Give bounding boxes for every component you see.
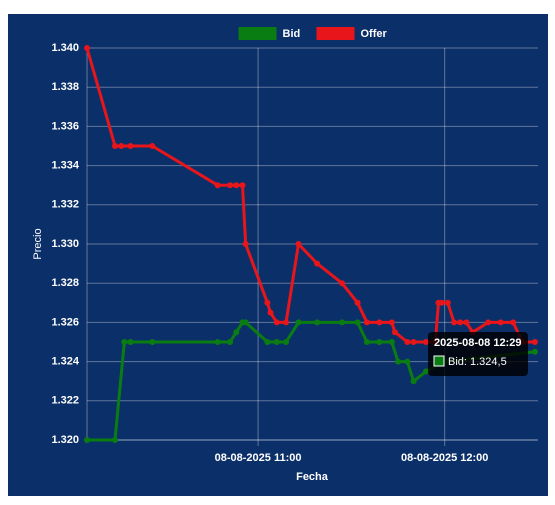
- data-point: [267, 309, 274, 316]
- data-point: [339, 280, 346, 287]
- data-point: [391, 329, 398, 336]
- legend-label: Bid: [283, 28, 301, 40]
- data-point: [111, 143, 118, 149]
- y-tick-label: 1.320: [51, 434, 79, 446]
- legend-swatch: [316, 27, 355, 40]
- data-point: [118, 143, 125, 149]
- y-tick-label: 1.322: [51, 395, 79, 407]
- data-point: [121, 339, 128, 345]
- data-point: [363, 339, 370, 345]
- data-point: [376, 319, 383, 326]
- data-point: [354, 299, 361, 306]
- y-tick-label: 1.334: [51, 160, 79, 172]
- y-tick-label: 1.340: [51, 42, 79, 54]
- data-point: [451, 319, 458, 326]
- data-point: [395, 358, 402, 365]
- data-point: [404, 339, 411, 345]
- data-point: [354, 319, 361, 326]
- x-tick-label: 08-08-2025 11:00: [215, 452, 302, 464]
- data-point: [214, 339, 221, 345]
- data-point: [84, 437, 90, 443]
- data-point: [233, 182, 240, 189]
- data-point: [84, 45, 90, 51]
- data-point: [438, 299, 445, 306]
- data-point: [444, 299, 451, 306]
- data-point: [485, 319, 492, 326]
- data-point: [127, 143, 134, 149]
- data-point: [149, 143, 156, 149]
- data-point: [295, 319, 302, 326]
- chart-background: [8, 14, 548, 496]
- data-point: [214, 182, 221, 189]
- data-point: [423, 368, 430, 375]
- y-tick-label: 1.336: [51, 120, 79, 132]
- data-point: [273, 339, 280, 345]
- data-point: [233, 329, 240, 336]
- data-point: [295, 241, 302, 247]
- data-point: [111, 437, 118, 443]
- data-point: [410, 339, 417, 345]
- data-point: [283, 339, 290, 345]
- data-point: [149, 339, 156, 345]
- data-point: [314, 319, 321, 326]
- y-tick-label: 1.326: [51, 316, 79, 328]
- legend-label: Offer: [361, 28, 388, 40]
- data-point: [227, 339, 234, 345]
- data-point: [531, 348, 538, 355]
- data-point: [242, 241, 249, 247]
- y-tick-label: 1.324: [51, 356, 79, 368]
- data-point: [339, 319, 346, 326]
- y-tick-label: 1.332: [51, 199, 79, 211]
- data-point: [388, 339, 395, 345]
- data-point: [388, 319, 395, 326]
- data-point: [264, 339, 271, 345]
- data-point: [239, 182, 246, 189]
- x-tick-label: 08-08-2025 12:00: [401, 452, 488, 464]
- tooltip: 2025-08-08 12:29 Bid: 1.324,5: [428, 332, 528, 376]
- y-axis-title: Precio: [32, 228, 44, 259]
- data-point: [127, 339, 134, 345]
- tooltip-swatch: [433, 355, 445, 367]
- legend-swatch: [238, 27, 277, 40]
- data-point: [314, 260, 321, 267]
- data-point: [531, 339, 538, 345]
- data-point: [423, 339, 430, 345]
- data-point: [264, 299, 271, 306]
- data-point: [510, 319, 517, 326]
- data-point: [463, 319, 470, 326]
- data-point: [227, 182, 234, 189]
- data-point: [457, 319, 464, 326]
- data-point: [363, 319, 370, 326]
- data-point: [242, 319, 249, 326]
- data-point: [404, 358, 411, 365]
- data-point: [376, 339, 383, 345]
- data-point: [273, 319, 280, 326]
- tooltip-box: [428, 332, 528, 376]
- x-axis-title: Fecha: [296, 471, 329, 483]
- y-tick-label: 1.338: [51, 81, 79, 93]
- data-point: [410, 378, 417, 385]
- data-point: [497, 319, 504, 326]
- tooltip-label: Bid: 1.324,5: [448, 356, 507, 368]
- y-tick-label: 1.328: [51, 277, 79, 289]
- data-point: [283, 319, 290, 326]
- y-tick-label: 1.330: [51, 238, 79, 250]
- tooltip-title: 2025-08-08 12:29: [434, 337, 521, 349]
